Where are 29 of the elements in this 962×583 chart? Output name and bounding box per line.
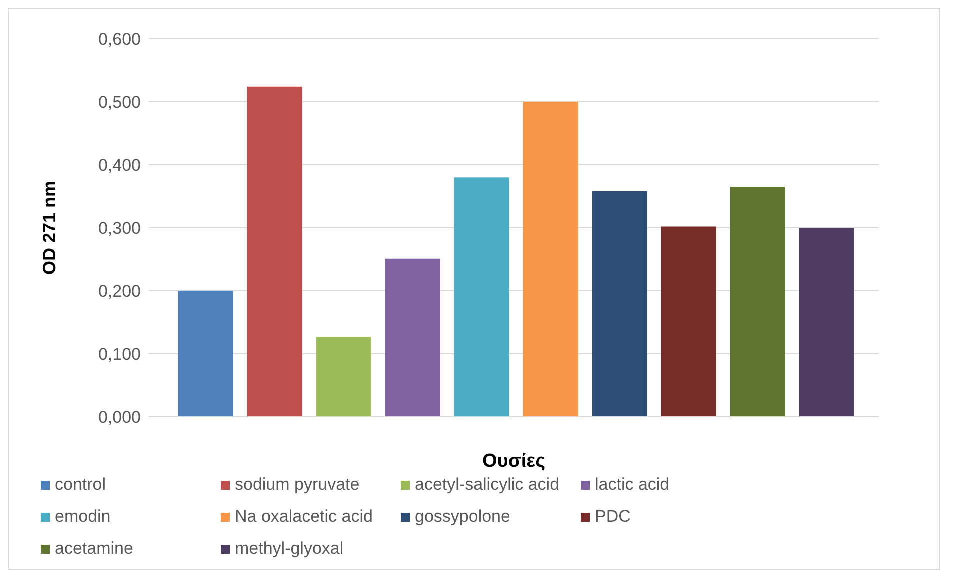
y-tick-label: 0,300 xyxy=(98,219,141,238)
bar xyxy=(316,336,372,417)
bar xyxy=(799,228,854,417)
legend-label: emodin xyxy=(55,507,111,527)
bar xyxy=(178,291,234,417)
y-tick-label: 0,600 xyxy=(98,30,141,50)
x-axis-title: Ουσίες xyxy=(482,451,546,472)
bar xyxy=(523,102,578,417)
legend-label: methyl-glyoxal xyxy=(235,539,344,559)
legend-label: control xyxy=(55,475,106,495)
bar xyxy=(730,187,786,417)
legend-label: lactic acid xyxy=(595,475,670,495)
legend-label: PDC xyxy=(595,507,631,527)
bar xyxy=(385,258,440,417)
y-tick-label: 0,400 xyxy=(98,156,141,176)
legend-label: acetamine xyxy=(55,539,134,559)
y-tick-label: 0,100 xyxy=(98,345,141,364)
legend-label: gossypolone xyxy=(415,507,510,527)
legend-label: acetyl-salicylic acid xyxy=(415,475,560,495)
bar xyxy=(247,86,302,417)
legend-label: sodium pyruvate xyxy=(235,475,360,495)
bar xyxy=(661,226,716,417)
y-tick-label: 0,000 xyxy=(98,408,141,428)
bar xyxy=(592,191,648,417)
legend-label: Na oxalacetic acid xyxy=(235,507,373,527)
y-tick-label: 0,200 xyxy=(98,282,141,302)
y-tick-label: 0,500 xyxy=(98,93,141,112)
bar xyxy=(454,178,510,417)
y-axis-title: OD 271 nm xyxy=(39,180,60,276)
